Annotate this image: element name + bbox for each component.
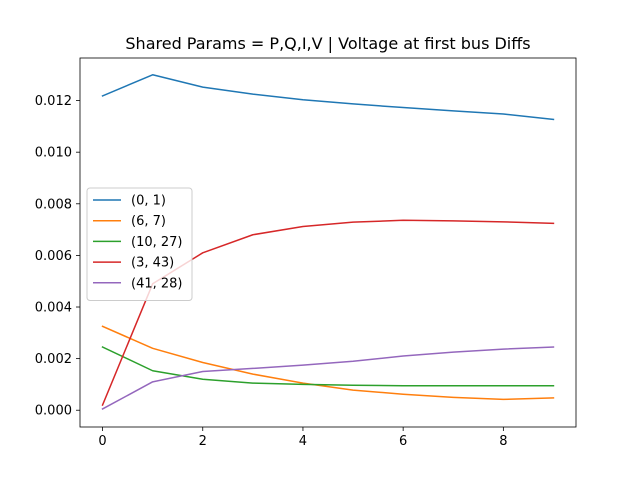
legend-label-3: (3, 43): [131, 256, 174, 271]
y-tick-label-2: 0.004: [35, 301, 72, 316]
x-tick-label-3: 6: [399, 434, 407, 449]
y-tick-label-0: 0.000: [35, 404, 72, 419]
x-tick-label-1: 2: [199, 434, 207, 449]
axes-layer: 0 2 4 6 8 0.000 0.002 0.004 0.006 0.008 0.010 0.012: [35, 57, 577, 449]
y-tick-label-5: 0.010: [35, 146, 72, 161]
legend-label-0: (0, 1): [131, 194, 166, 209]
x-tick-label-0: 0: [98, 434, 106, 449]
series-line-0: [101, 74, 555, 121]
legend: (0, 1) (6, 7) (10, 27) (3, 43) (41, 28): [86, 187, 193, 301]
x-tick-label-4: 8: [499, 434, 507, 449]
series-line-1: [101, 325, 555, 401]
y-tick-label-3: 0.006: [35, 249, 72, 264]
y-tick-label-4: 0.008: [35, 197, 72, 212]
legend-box: [86, 187, 193, 301]
series-line-4: [101, 346, 555, 410]
y-tick-label-1: 0.002: [35, 352, 72, 367]
plot-frame: [79, 57, 577, 428]
legend-label-4: (41, 28): [131, 276, 183, 291]
series-line-2: [101, 346, 555, 387]
y-tick-label-6: 0.012: [35, 94, 72, 109]
x-tick-label-2: 4: [299, 434, 307, 449]
chart-title: Shared Params = P,Q,I,V | Voltage at fir…: [125, 34, 530, 53]
legend-label-1: (6, 7): [131, 214, 166, 229]
legend-label-2: (10, 27): [131, 235, 183, 250]
